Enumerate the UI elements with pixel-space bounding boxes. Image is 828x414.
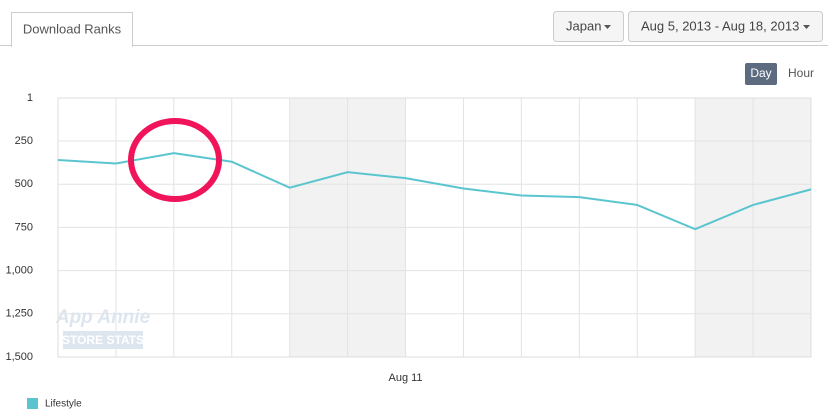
plot: 1 250 500 750 1,000 1,250 1,500 Aug 11 Lifestyle bbox=[5, 92, 812, 410]
y-tick-label: 1 bbox=[27, 92, 33, 104]
plot-frame bbox=[57, 97, 812, 358]
hour-label[interactable]: Hour bbox=[788, 66, 814, 80]
country-button[interactable] bbox=[553, 11, 624, 42]
country-label: Japan bbox=[566, 18, 601, 33]
watermark: STORE STATS bbox=[62, 333, 144, 347]
date-button[interactable] bbox=[628, 11, 823, 42]
y-tick-label: 500 bbox=[15, 178, 33, 190]
caret bbox=[604, 25, 611, 29]
y-tick-label: 1,000 bbox=[5, 265, 33, 277]
tab-label: Download Ranks bbox=[23, 21, 122, 36]
highlight-circle bbox=[128, 118, 222, 202]
day-label: Day bbox=[750, 66, 771, 80]
legend-label: Lifestyle bbox=[45, 399, 82, 410]
y-tick-label: 750 bbox=[15, 221, 33, 233]
y-tick-label: 1,250 bbox=[5, 308, 33, 320]
y-tick-label: 1,500 bbox=[5, 351, 33, 363]
watermark: App Annie bbox=[55, 307, 151, 328]
line bbox=[57, 152, 812, 231]
day-button[interactable] bbox=[745, 63, 777, 85]
caret bbox=[803, 25, 810, 29]
legend-swatch bbox=[27, 398, 38, 409]
date-label: Aug 5, 2013 - Aug 18, 2013 bbox=[641, 18, 799, 33]
y-tick-label: 250 bbox=[15, 135, 33, 147]
watermark-box bbox=[63, 331, 143, 349]
x-tick-label: Aug 11 bbox=[389, 372, 423, 384]
